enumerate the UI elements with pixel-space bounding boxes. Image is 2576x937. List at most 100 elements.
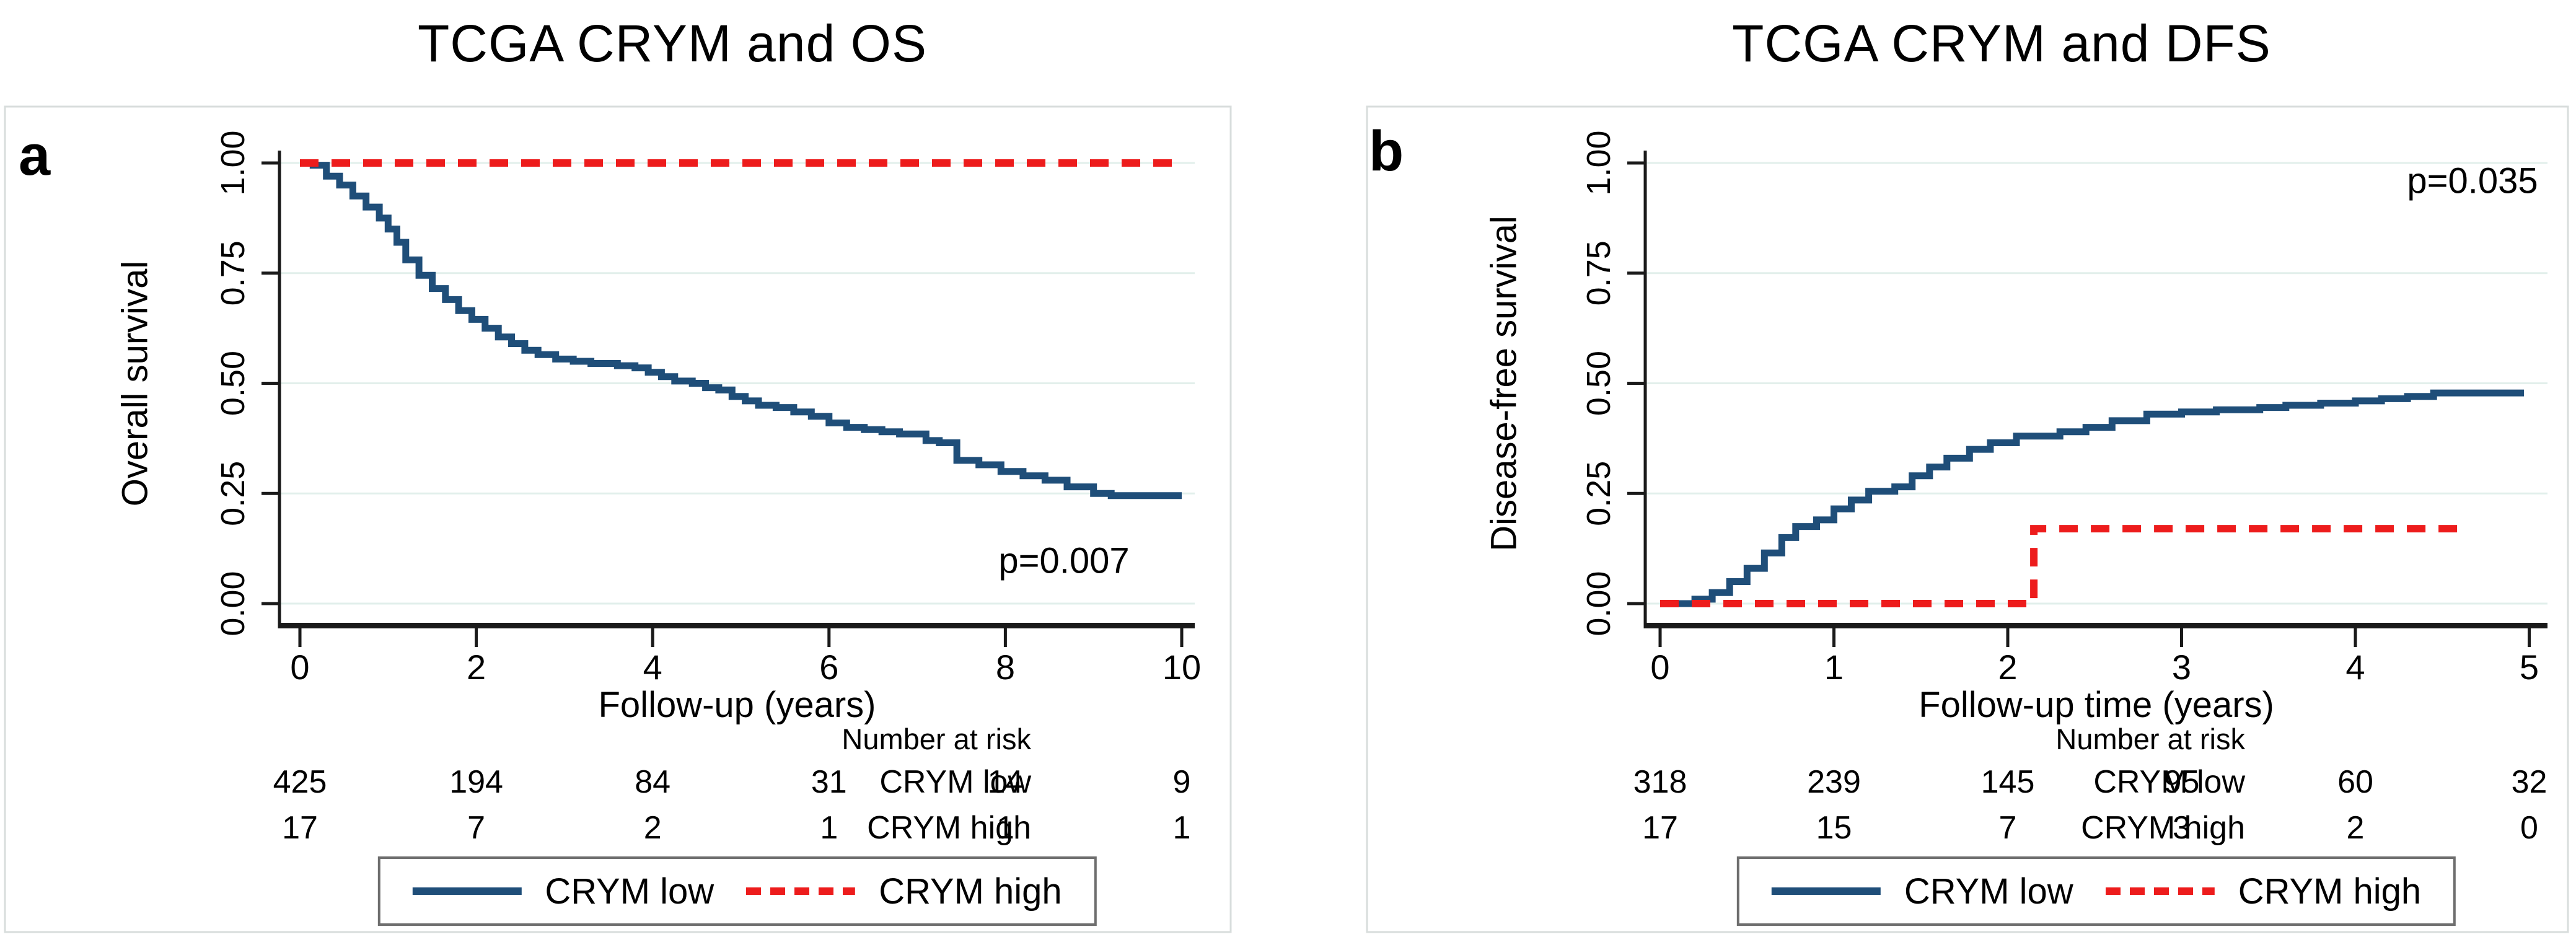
x-tick-label: 5 xyxy=(2520,648,2539,687)
risk-count: 95 xyxy=(2163,764,2200,800)
legend-line-solid-sample xyxy=(412,887,522,895)
risk-row-label-crym-high: CRYM high xyxy=(867,810,1031,846)
y-tick-label: 0.75 xyxy=(214,240,252,306)
x-tick-label: 0 xyxy=(290,648,309,687)
risk-row-label-crym-high: CRYM high xyxy=(2081,810,2245,846)
risk-count: 32 xyxy=(2511,764,2547,800)
y-tick xyxy=(1627,161,1645,165)
gridline xyxy=(279,382,1195,384)
x-tick xyxy=(2180,628,2183,647)
y-tick xyxy=(262,161,279,165)
x-tick-label: 4 xyxy=(643,648,662,687)
legend-label: CRYM low xyxy=(1904,871,2073,912)
y-tick-label: 0.25 xyxy=(1580,461,1617,526)
risk-count: 194 xyxy=(449,764,503,800)
gridline xyxy=(1645,272,2547,275)
risk-count: 3 xyxy=(2173,810,2191,846)
legend-item-crym-high: CRYM high xyxy=(746,871,1062,912)
panel-b: 0.00 0.25 0.50 0.75 1.00 0 1 2 3 4 5 TCGA CRYM and… xyxy=(1288,0,2576,937)
legend: CRYM low CRYM high xyxy=(377,856,1097,926)
y-tick-label: 0.50 xyxy=(1580,351,1617,416)
risk-count: 0 xyxy=(2520,810,2538,846)
risk-count: 17 xyxy=(1642,810,1678,846)
x-tick xyxy=(1832,628,1835,647)
y-tick xyxy=(1627,491,1645,495)
risk-count: 31 xyxy=(811,764,847,800)
risk-count: 1 xyxy=(996,810,1014,846)
risk-count: 1 xyxy=(1172,810,1191,846)
x-tick xyxy=(1003,628,1007,647)
x-tick-label: 6 xyxy=(819,648,838,687)
legend-item-crym-high: CRYM high xyxy=(2105,871,2421,912)
gridline xyxy=(279,162,1195,164)
series-path-crym-low xyxy=(1677,389,2525,607)
gridline xyxy=(1645,162,2547,164)
risk-count: 239 xyxy=(1807,764,1861,800)
series-path-crym-high xyxy=(1660,525,2463,607)
x-tick xyxy=(298,628,302,647)
risk-count: 145 xyxy=(1980,764,2035,800)
y-tick xyxy=(262,602,279,605)
gridline xyxy=(1645,602,2547,605)
x-axis-line xyxy=(278,623,1195,628)
x-tick-label: 2 xyxy=(467,648,486,687)
risk-count: 14 xyxy=(987,764,1024,800)
x-tick xyxy=(2006,628,2010,647)
x-tick-label: 3 xyxy=(2172,648,2191,687)
x-tick-label: 10 xyxy=(1163,648,1201,687)
gridline xyxy=(279,272,1195,275)
risk-row-label-crym-low: CRYM low xyxy=(2093,764,2245,800)
p-value-label: p=0.007 xyxy=(998,540,1130,581)
gridline xyxy=(279,492,1195,495)
risk-count: 15 xyxy=(1816,810,1852,846)
y-axis-line xyxy=(1643,151,1647,628)
y-tick xyxy=(262,491,279,495)
y-tick-label: 0.25 xyxy=(214,461,252,526)
x-axis-label: Follow-up (years) xyxy=(598,685,876,725)
panel-title: TCGA CRYM and DFS xyxy=(1732,14,2271,73)
risk-count: 318 xyxy=(1633,764,1687,800)
p-value-label: p=0.035 xyxy=(2407,161,2538,201)
y-tick xyxy=(1627,602,1645,605)
x-tick xyxy=(475,628,478,647)
legend-label: CRYM high xyxy=(879,871,1062,912)
legend-line-dashed-sample xyxy=(746,887,856,895)
x-tick-label: 1 xyxy=(1824,648,1844,687)
x-tick xyxy=(2354,628,2357,647)
risk-count: 60 xyxy=(2337,764,2373,800)
legend: CRYM low CRYM high xyxy=(1736,856,2456,926)
risk-count: 9 xyxy=(1172,764,1191,800)
risk-count: 2 xyxy=(2346,810,2365,846)
risk-count: 17 xyxy=(282,810,318,846)
risk-count: 1 xyxy=(820,810,838,846)
y-tick xyxy=(262,382,279,385)
x-axis-line xyxy=(1643,623,2547,628)
graph-region-frame xyxy=(4,105,1232,933)
risk-table-header: Number at risk xyxy=(2055,723,2245,755)
x-tick-label: 4 xyxy=(2345,648,2365,687)
series-path-crym-low xyxy=(300,159,1182,499)
risk-count: 2 xyxy=(643,810,662,846)
y-tick-label: 0.75 xyxy=(1580,240,1617,306)
panel-letter: b xyxy=(1369,120,1404,183)
y-tick-label: 1.00 xyxy=(1580,130,1617,195)
x-tick xyxy=(651,628,654,647)
graph-region-frame xyxy=(1366,105,2569,933)
x-tick-label: 8 xyxy=(996,648,1015,687)
survival-plot-canvas-a: 0.00 0.25 0.50 0.75 1.00 0 2 4 6 8 10 xyxy=(4,105,1232,933)
risk-count: 84 xyxy=(635,764,671,800)
y-tick xyxy=(1627,382,1645,385)
x-tick xyxy=(1180,628,1184,647)
x-tick xyxy=(2528,628,2531,647)
panel-a: 0.00 0.25 0.50 0.75 1.00 0 2 4 6 8 10 TCGA CRYM an… xyxy=(4,14,1232,933)
y-axis-label: Overall survival xyxy=(115,260,156,506)
legend-line-dashed-sample xyxy=(2105,887,2215,895)
gridline xyxy=(1645,382,2547,384)
x-tick xyxy=(827,628,831,647)
x-tick xyxy=(1658,628,1662,647)
gridline xyxy=(1645,492,2547,495)
legend-item-crym-low: CRYM low xyxy=(412,871,714,912)
risk-count: 7 xyxy=(467,810,486,846)
risk-count: 425 xyxy=(273,764,327,800)
